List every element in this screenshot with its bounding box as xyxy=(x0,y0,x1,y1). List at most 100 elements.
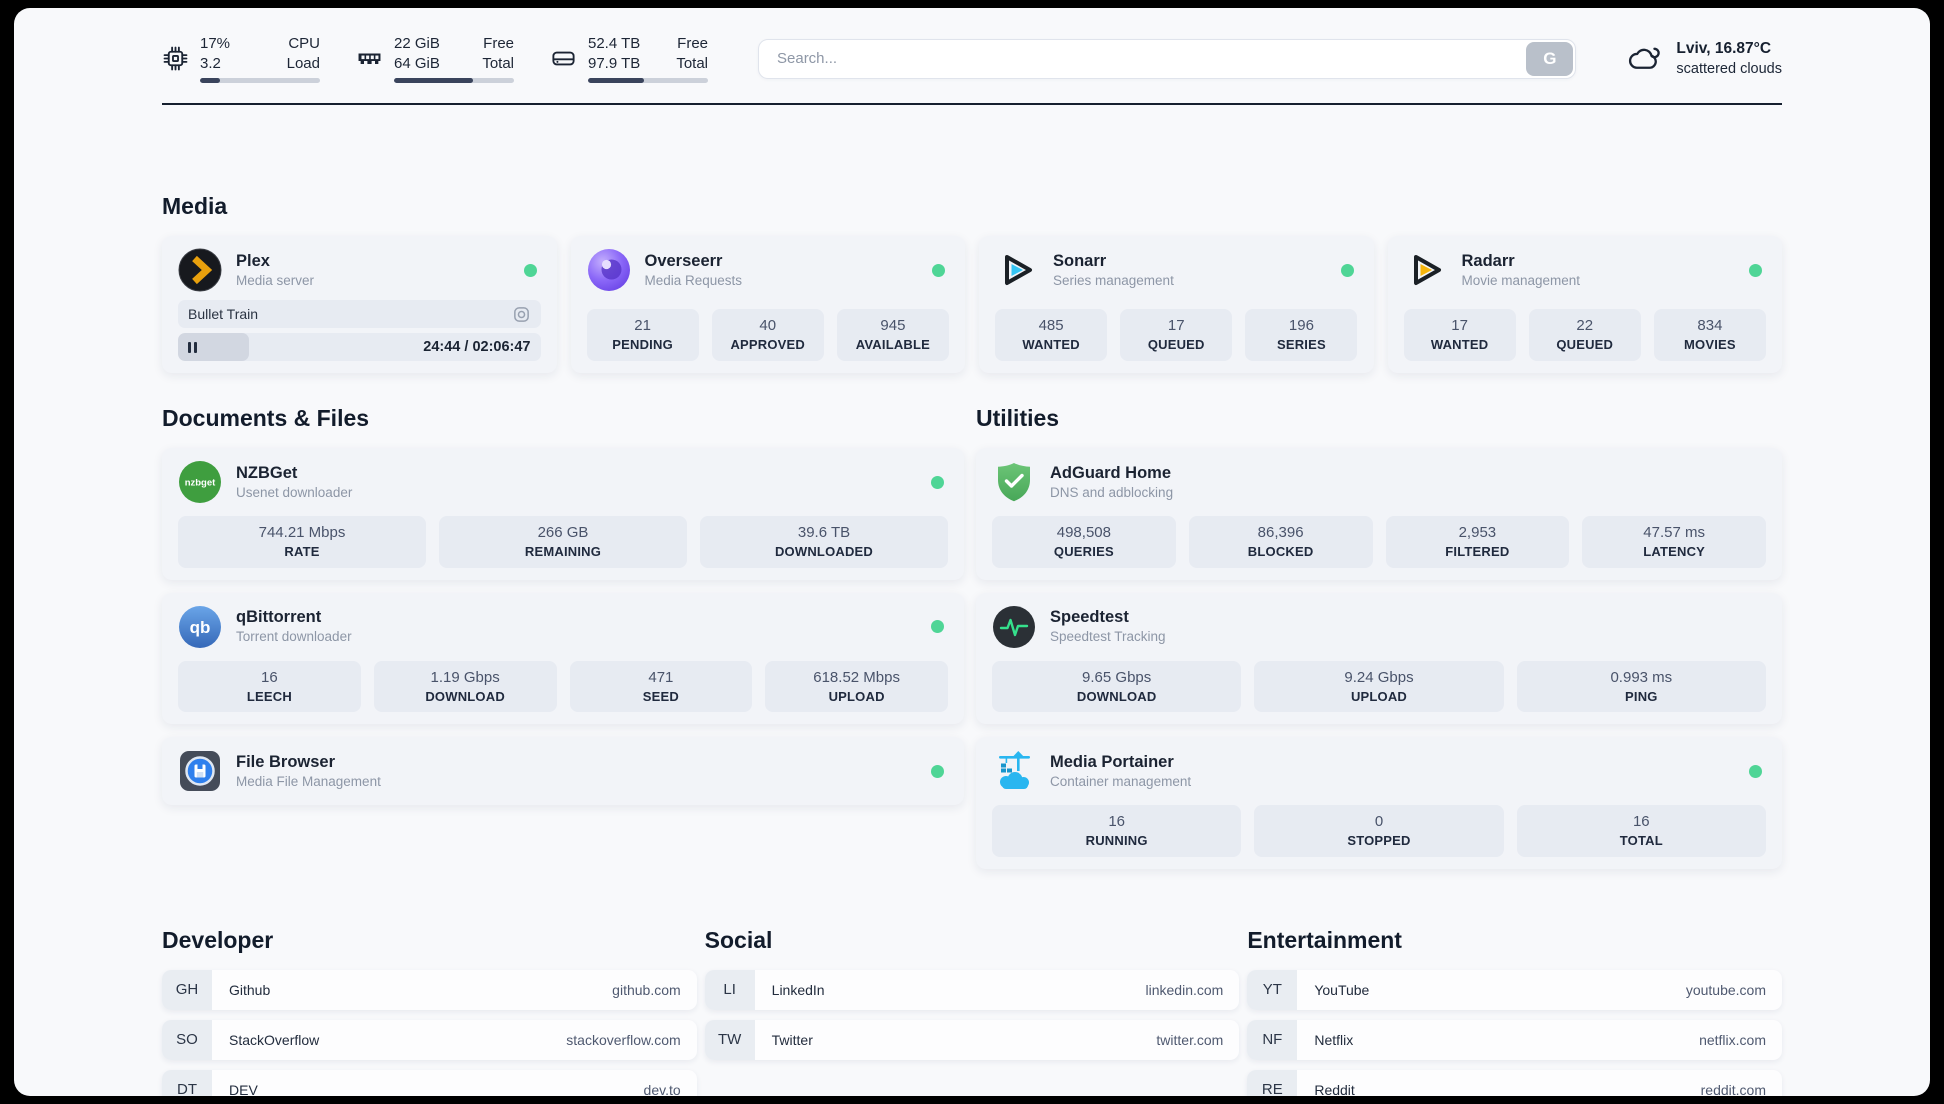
pause-button[interactable] xyxy=(188,341,197,353)
nzbget-icon: nzbget xyxy=(179,461,221,503)
search-input[interactable] xyxy=(758,38,1577,79)
speedtest-app-link[interactable]: Speedtest Speedtest Tracking xyxy=(992,605,1766,649)
section-title-entertainment: Entertainment xyxy=(1247,926,1402,953)
app-card-adguard: AdGuard Home DNS and adblocking 498,508 Q… xyxy=(976,448,1782,580)
overseerr-app-link[interactable]: Overseerr Media Requests xyxy=(587,248,950,292)
bookmark-abbr: YT xyxy=(1247,969,1298,1010)
bookmark-reddit[interactable]: RE Reddit reddit.com xyxy=(1247,1069,1782,1096)
bookmark-abbr: SO xyxy=(162,1019,212,1060)
ram-stat: 22 GiB 64 GiB Free Total xyxy=(356,34,514,83)
ram-icon xyxy=(358,53,381,64)
stat-blocked: 86,396 BLOCKED xyxy=(1188,516,1373,568)
bookmark-abbr: LI xyxy=(704,969,755,1010)
nzbget-app-link[interactable]: nzbget NZBGet Usenet downloader xyxy=(178,460,948,504)
app-name: Sonarr xyxy=(1053,251,1107,270)
now-playing-progress-row: 24:44 / 02:06:47 xyxy=(178,333,541,361)
filebrowser-app-link[interactable]: File Browser Media File Management xyxy=(178,749,948,793)
portainer-app-link[interactable]: Media Portainer Container management xyxy=(992,749,1766,793)
app-card-overseerr: Overseerr Media Requests 21 PENDING 40 APP… xyxy=(570,236,965,373)
qbittorrent-app-link[interactable]: qb qBittorrent Torrent downloader xyxy=(178,605,948,649)
app-desc: Media server xyxy=(236,272,315,288)
disk-labels: Free Total xyxy=(676,35,708,72)
speedtest-icon xyxy=(993,605,1035,648)
bookmark-github[interactable]: GH Github github.com xyxy=(162,969,697,1010)
stat-wanted: 485 WANTED xyxy=(995,309,1108,361)
app-desc: Speedtest Tracking xyxy=(1050,629,1166,645)
stat-available: 945 AVAILABLE xyxy=(836,309,949,361)
stat-running: 16 RUNNING xyxy=(992,805,1242,857)
app-name: Speedtest xyxy=(1050,608,1129,627)
bookmark-name: DEV xyxy=(229,1081,258,1096)
stat-latency: 47.57 ms LATENCY xyxy=(1582,516,1766,568)
weather-condition: scattered clouds xyxy=(1676,60,1782,77)
bookmark-url: stackoverflow.com xyxy=(566,1031,681,1048)
cpu-values: 17% 3.2 xyxy=(200,35,231,72)
cpu-labels: CPU Load xyxy=(286,35,320,72)
cpu-icon xyxy=(163,46,188,71)
radarr-icon xyxy=(1413,255,1441,285)
app-card-plex: Plex Media server Bullet Train 24:44 / 0 xyxy=(162,236,557,373)
app-card-qbittorrent: qb qBittorrent Torrent downloader 16 LEEC… xyxy=(162,592,964,725)
bookmark-name: StackOverflow xyxy=(229,1031,320,1048)
sonarr-app-link[interactable]: Sonarr Series management xyxy=(995,248,1358,292)
bookmark-name: Github xyxy=(229,981,271,998)
bookmark-url: linkedin.com xyxy=(1145,981,1224,998)
bookmark-group-entertainment: Entertainment YT YouTube youtube.com NF … xyxy=(1247,927,1782,1096)
bookmark-abbr: GH xyxy=(162,969,212,1010)
bookmark-url: netflix.com xyxy=(1699,1031,1766,1048)
playback-time: 24:44 / 02:06:47 xyxy=(423,339,531,355)
stat-upload: 9.24 Gbps UPLOAD xyxy=(1254,660,1504,713)
section-title-documents: Documents & Files xyxy=(162,405,370,431)
disk-progressbar xyxy=(588,78,708,83)
dashboard-panel: 17% 3.2 CPU Load xyxy=(14,8,1930,1096)
app-name: AdGuard Home xyxy=(1050,463,1172,482)
bookmark-name: Reddit xyxy=(1314,1081,1355,1096)
stat-seed: 471 SEED xyxy=(569,660,753,713)
status-dot xyxy=(1749,764,1762,778)
media-grid: Plex Media server Bullet Train 24:44 / 0 xyxy=(162,236,1782,373)
ram-progressbar xyxy=(394,78,514,83)
cpu-stat: 17% 3.2 CPU Load xyxy=(162,34,320,83)
now-playing-title-row: Bullet Train xyxy=(178,300,541,328)
bookmark-linkedin[interactable]: LI LinkedIn linkedin.com xyxy=(704,969,1240,1010)
stat-downloaded: 39.6 TB DOWNLOADED xyxy=(700,516,948,568)
bookmark-name: Twitter xyxy=(771,1031,813,1048)
weather-widget[interactable]: Lviv, 16.87°C scattered clouds xyxy=(1626,38,1782,79)
app-card-sonarr: Sonarr Series management 485 WANTED 17 QUE… xyxy=(979,236,1374,373)
bookmark-group-developer: Developer GH Github github.com SO StackO… xyxy=(162,927,697,1096)
app-card-portainer: Media Portainer Container management 16 R… xyxy=(976,737,1782,869)
qbittorrent-icon: qb xyxy=(179,605,221,648)
stat-queued: 22 QUEUED xyxy=(1528,309,1641,361)
bookmark-abbr: DT xyxy=(162,1069,212,1096)
bookmark-dev[interactable]: DT DEV dev.to xyxy=(162,1069,697,1096)
stat-queries: 498,508 QUERIES xyxy=(992,516,1176,568)
bookmark-stackoverflow[interactable]: SO StackOverflow stackoverflow.com xyxy=(162,1019,697,1060)
cpu-progressbar xyxy=(200,78,320,83)
bookmark-abbr: TW xyxy=(704,1019,755,1060)
app-name: qBittorrent xyxy=(236,608,322,627)
search-engine-button[interactable]: G xyxy=(1526,41,1574,76)
app-desc: Usenet downloader xyxy=(236,484,353,500)
bookmark-twitter[interactable]: TW Twitter twitter.com xyxy=(704,1019,1240,1060)
app-name: NZBGet xyxy=(236,463,298,482)
bookmark-group-social: Social LI LinkedIn linkedin.com TW Twitt… xyxy=(704,927,1240,1096)
bookmark-abbr: NF xyxy=(1247,1019,1298,1060)
ram-values: 22 GiB 64 GiB xyxy=(394,35,440,72)
app-desc: Media File Management xyxy=(236,774,381,790)
app-card-filebrowser: File Browser Media File Management xyxy=(162,737,964,806)
radarr-app-link[interactable]: Radarr Movie management xyxy=(1404,248,1767,292)
plex-app-link[interactable]: Plex Media server xyxy=(178,248,541,292)
bookmark-youtube[interactable]: YT YouTube youtube.com xyxy=(1247,969,1782,1010)
disk-stat: 52.4 TB 97.9 TB Free Total xyxy=(550,34,708,83)
app-desc: DNS and adblocking xyxy=(1050,484,1174,500)
disk-values: 52.4 TB 97.9 TB xyxy=(588,35,641,72)
filebrowser-icon xyxy=(180,751,220,792)
stat-approved: 40 APPROVED xyxy=(711,309,824,361)
bookmark-netflix[interactable]: NF Netflix netflix.com xyxy=(1247,1019,1782,1060)
adguard-icon xyxy=(998,463,1030,502)
stat-series: 196 SERIES xyxy=(1245,309,1358,361)
bookmark-name: Netflix xyxy=(1314,1031,1354,1048)
adguard-app-link[interactable]: AdGuard Home DNS and adblocking xyxy=(992,460,1766,504)
app-name: Media Portainer xyxy=(1050,752,1174,771)
app-desc: Series management xyxy=(1053,272,1174,288)
